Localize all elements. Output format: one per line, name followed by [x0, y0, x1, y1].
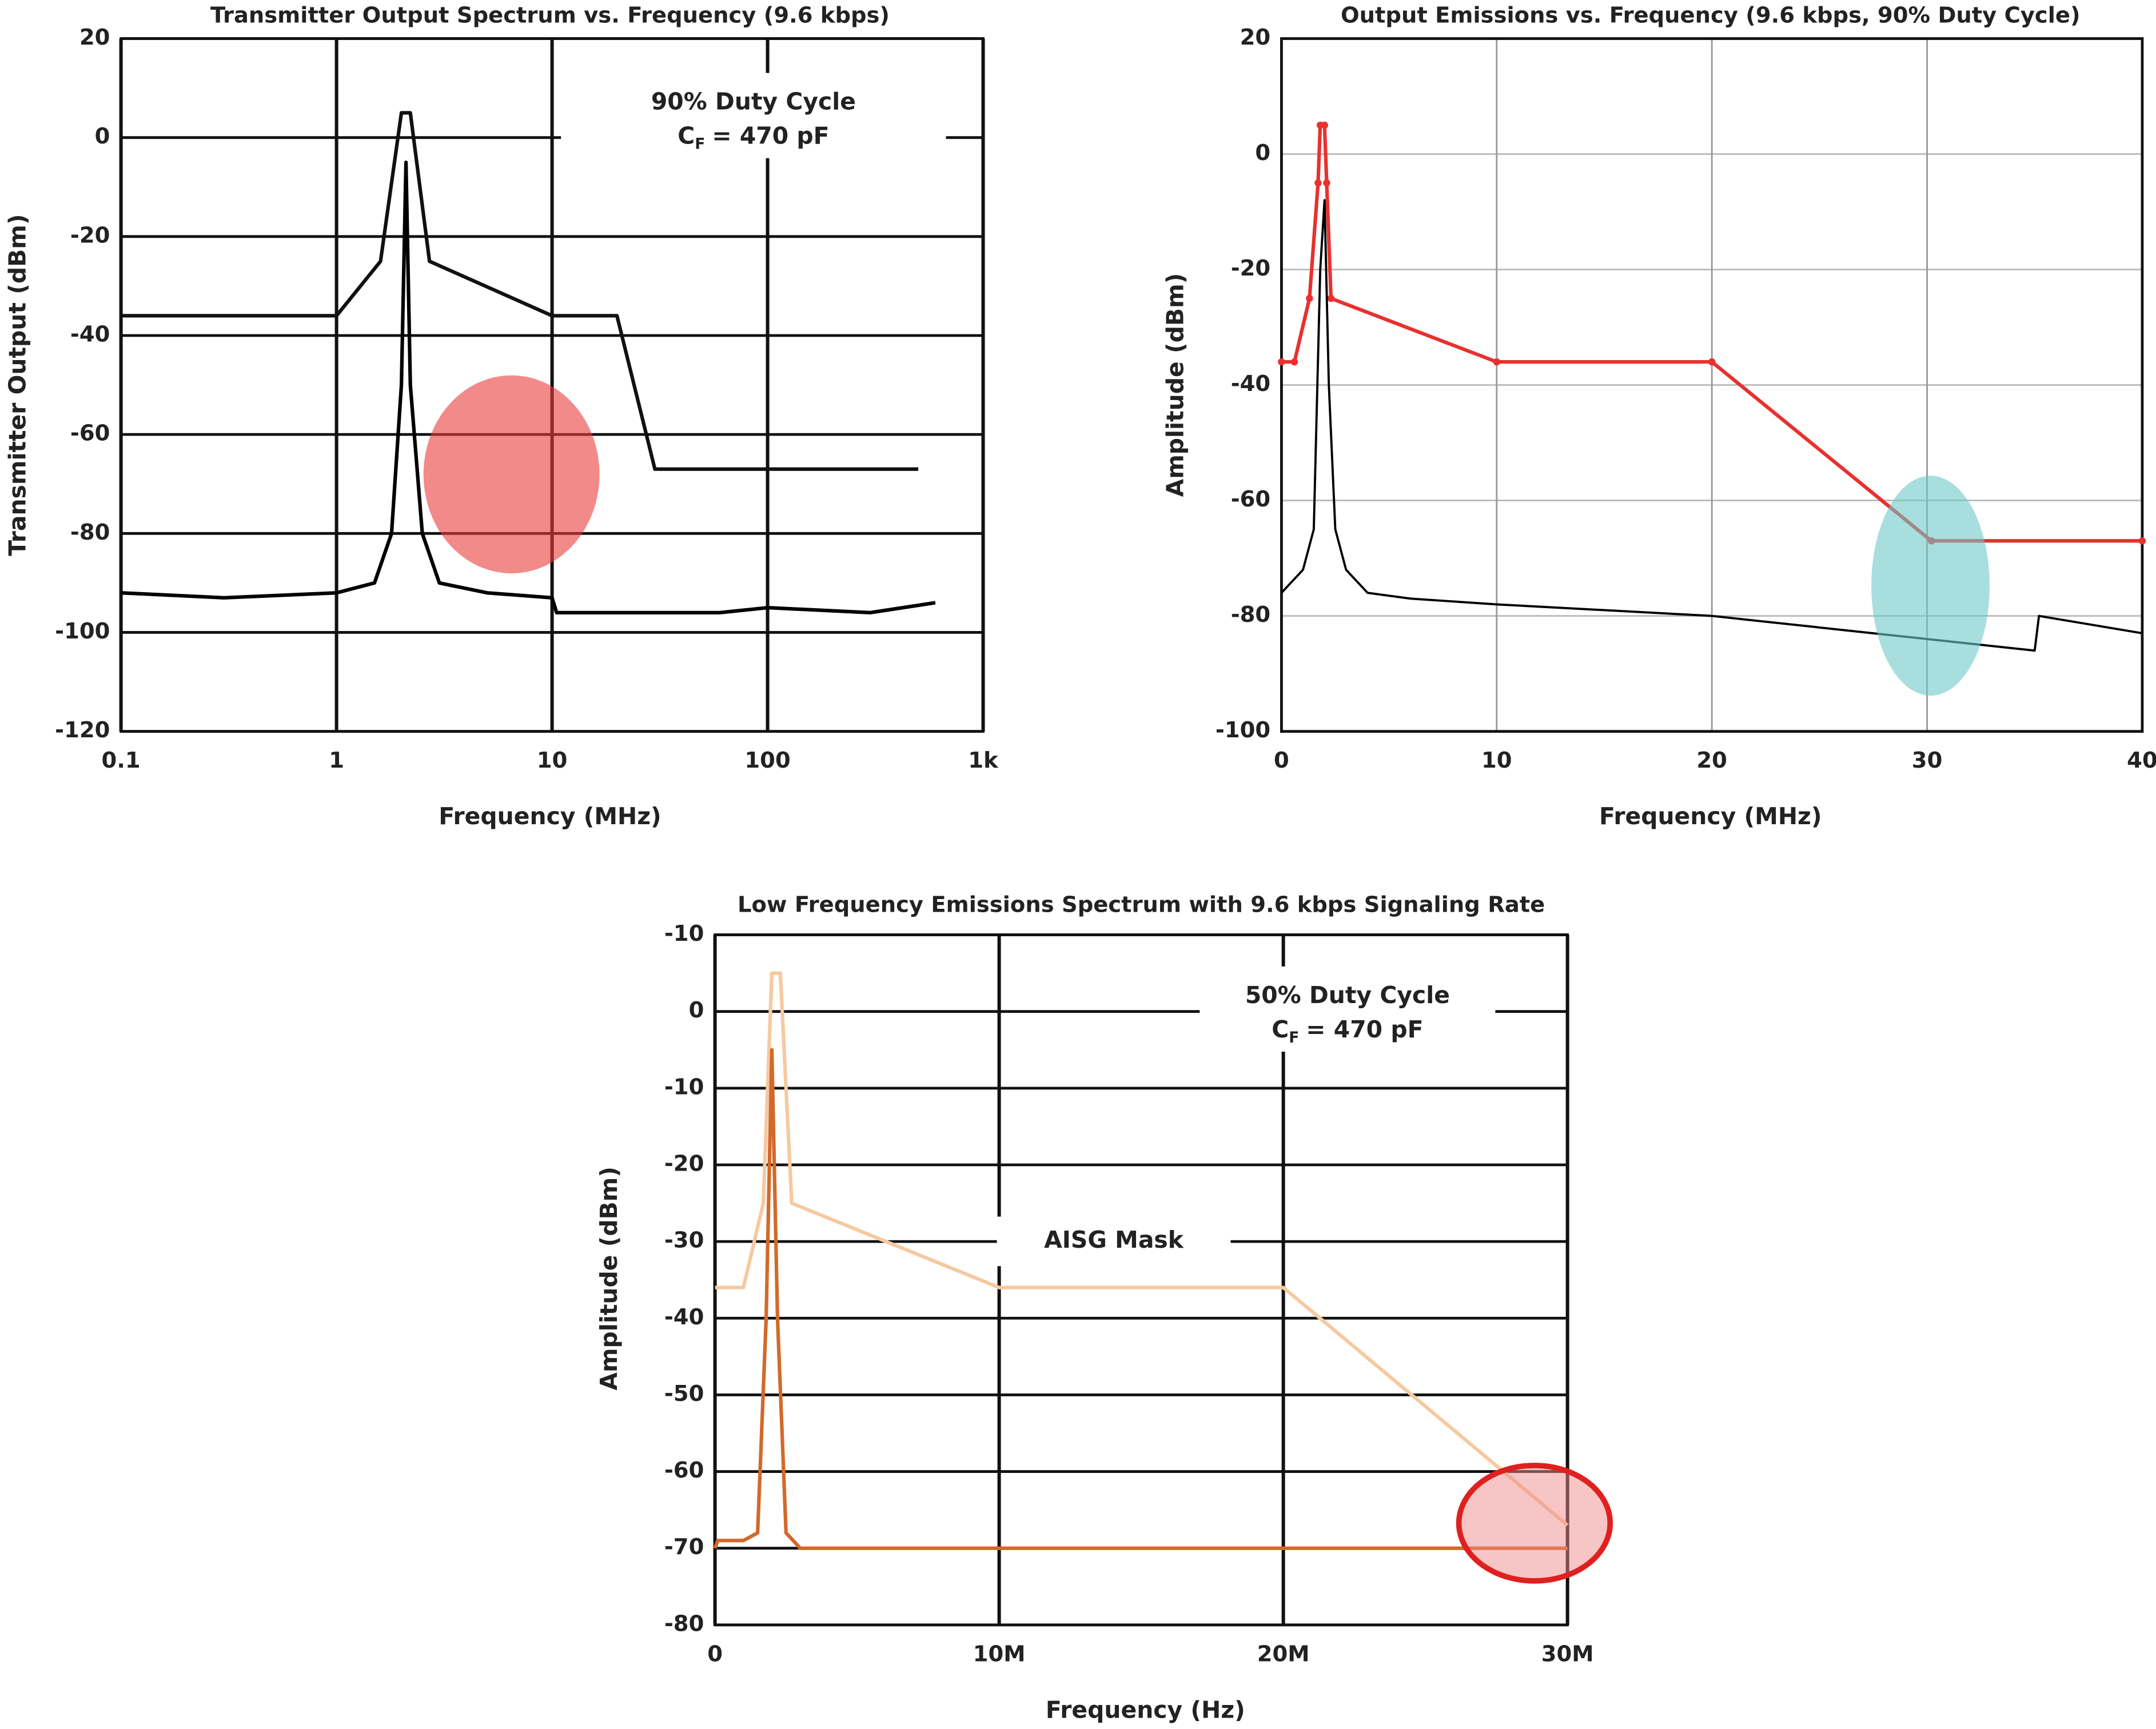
series-point	[1314, 179, 1322, 187]
y-tick-label: -10	[664, 921, 704, 947]
series-point	[1493, 358, 1501, 366]
chart-title: Low Frequency Emissions Spectrum with 9.…	[738, 892, 1545, 918]
highlight	[423, 375, 600, 574]
series-line	[713, 1048, 1568, 1550]
y-tick-label: -80	[664, 1611, 704, 1636]
y-tick-label: -120	[55, 717, 110, 743]
plot-frame	[1280, 37, 2144, 733]
y-tick-label: -40	[1231, 371, 1271, 397]
y-tick-label: -40	[664, 1304, 704, 1330]
y-tick-label: -70	[664, 1534, 704, 1560]
series-point	[1708, 358, 1716, 366]
annotation: CF = 470 pF	[1272, 1016, 1423, 1047]
annotation-part: = 470 pF	[712, 122, 829, 150]
annotation-part: F	[695, 135, 705, 153]
annotation-box	[1199, 966, 1496, 1052]
y-axis-label: Transmitter Output (dBm)	[4, 214, 31, 556]
y-tick-label: 20	[1240, 25, 1271, 50]
x-tick-label: 10	[537, 748, 568, 773]
annotation-part: C	[1272, 1016, 1289, 1043]
series-point	[1327, 294, 1335, 302]
y-tick-label: -20	[70, 222, 110, 248]
y-tick-label: -20	[664, 1151, 704, 1176]
y-tick-label: -80	[70, 520, 110, 545]
annotation: 90% Duty Cycle	[651, 88, 856, 115]
series-point	[2138, 537, 2146, 545]
series-line	[715, 971, 1569, 1527]
series-point	[1278, 358, 1285, 366]
x-axis-label: Frequency (MHz)	[1599, 802, 1822, 830]
series-point	[1306, 294, 1313, 302]
annotation-part: F	[1289, 1028, 1299, 1046]
series-line	[121, 111, 919, 471]
y-tick-label: -30	[664, 1228, 704, 1253]
series-point	[1321, 121, 1328, 129]
y-tick-label: -10	[664, 1074, 704, 1100]
y-tick-label: 0	[95, 123, 110, 149]
annotation-box	[561, 73, 946, 158]
y-tick-label: 0	[689, 997, 704, 1023]
x-tick-label: 1k	[968, 748, 999, 773]
x-tick-label: 0	[707, 1641, 723, 1667]
y-tick-label: -50	[664, 1381, 704, 1407]
x-tick-label: 30M	[1541, 1641, 1594, 1667]
x-tick-label: 30	[1912, 748, 1943, 773]
series-line	[121, 160, 936, 614]
y-tick-label: -60	[1231, 486, 1271, 512]
series-point	[1323, 179, 1330, 187]
y-tick-label: -60	[70, 421, 110, 446]
y-tick-label: 0	[1255, 140, 1270, 166]
chart-title: Output Emissions vs. Frequency (9.6 kbps…	[1341, 3, 2081, 29]
annotation-part: = 470 pF	[1306, 1016, 1423, 1043]
y-tick-label: -80	[1231, 602, 1271, 628]
y-tick-label: -60	[664, 1458, 704, 1483]
x-tick-label: 10M	[973, 1641, 1026, 1667]
x-tick-label: 100	[744, 748, 790, 773]
chart-title: Transmitter Output Spectrum vs. Frequenc…	[210, 3, 890, 29]
x-tick-label: 20	[1696, 748, 1727, 773]
annotation-part: C	[678, 122, 695, 150]
x-tick-label: 20M	[1257, 1641, 1310, 1667]
plot-frame	[119, 37, 985, 733]
x-tick-label: 0.1	[102, 748, 141, 773]
highlight	[1871, 476, 1990, 696]
annotation: CF = 470 pF	[678, 122, 829, 153]
series-point	[1290, 358, 1298, 366]
y-tick-label: 20	[79, 25, 110, 50]
label-box	[997, 1216, 1231, 1267]
series-line	[1281, 123, 2142, 543]
y-tick-label: -100	[1216, 717, 1270, 743]
x-tick-label: 10	[1481, 748, 1512, 773]
y-axis-label: Amplitude (dBm)	[595, 1167, 623, 1391]
y-tick-label: -40	[70, 321, 110, 347]
plot-frame	[714, 933, 1569, 1627]
x-axis-label: Frequency (MHz)	[439, 802, 661, 830]
x-tick-label: 0	[1274, 748, 1289, 773]
mask-label: AISG Mask	[1044, 1226, 1184, 1253]
y-tick-label: -100	[55, 618, 110, 644]
highlight	[1456, 1463, 1613, 1584]
y-axis-label: Amplitude (dBm)	[1162, 273, 1189, 497]
y-tick-label: -20	[1231, 255, 1271, 281]
x-tick-label: 1	[329, 748, 344, 773]
x-tick-label: 40	[2127, 748, 2156, 773]
x-axis-label: Frequency (Hz)	[1046, 1696, 1245, 1723]
annotation: 50% Duty Cycle	[1245, 981, 1450, 1009]
